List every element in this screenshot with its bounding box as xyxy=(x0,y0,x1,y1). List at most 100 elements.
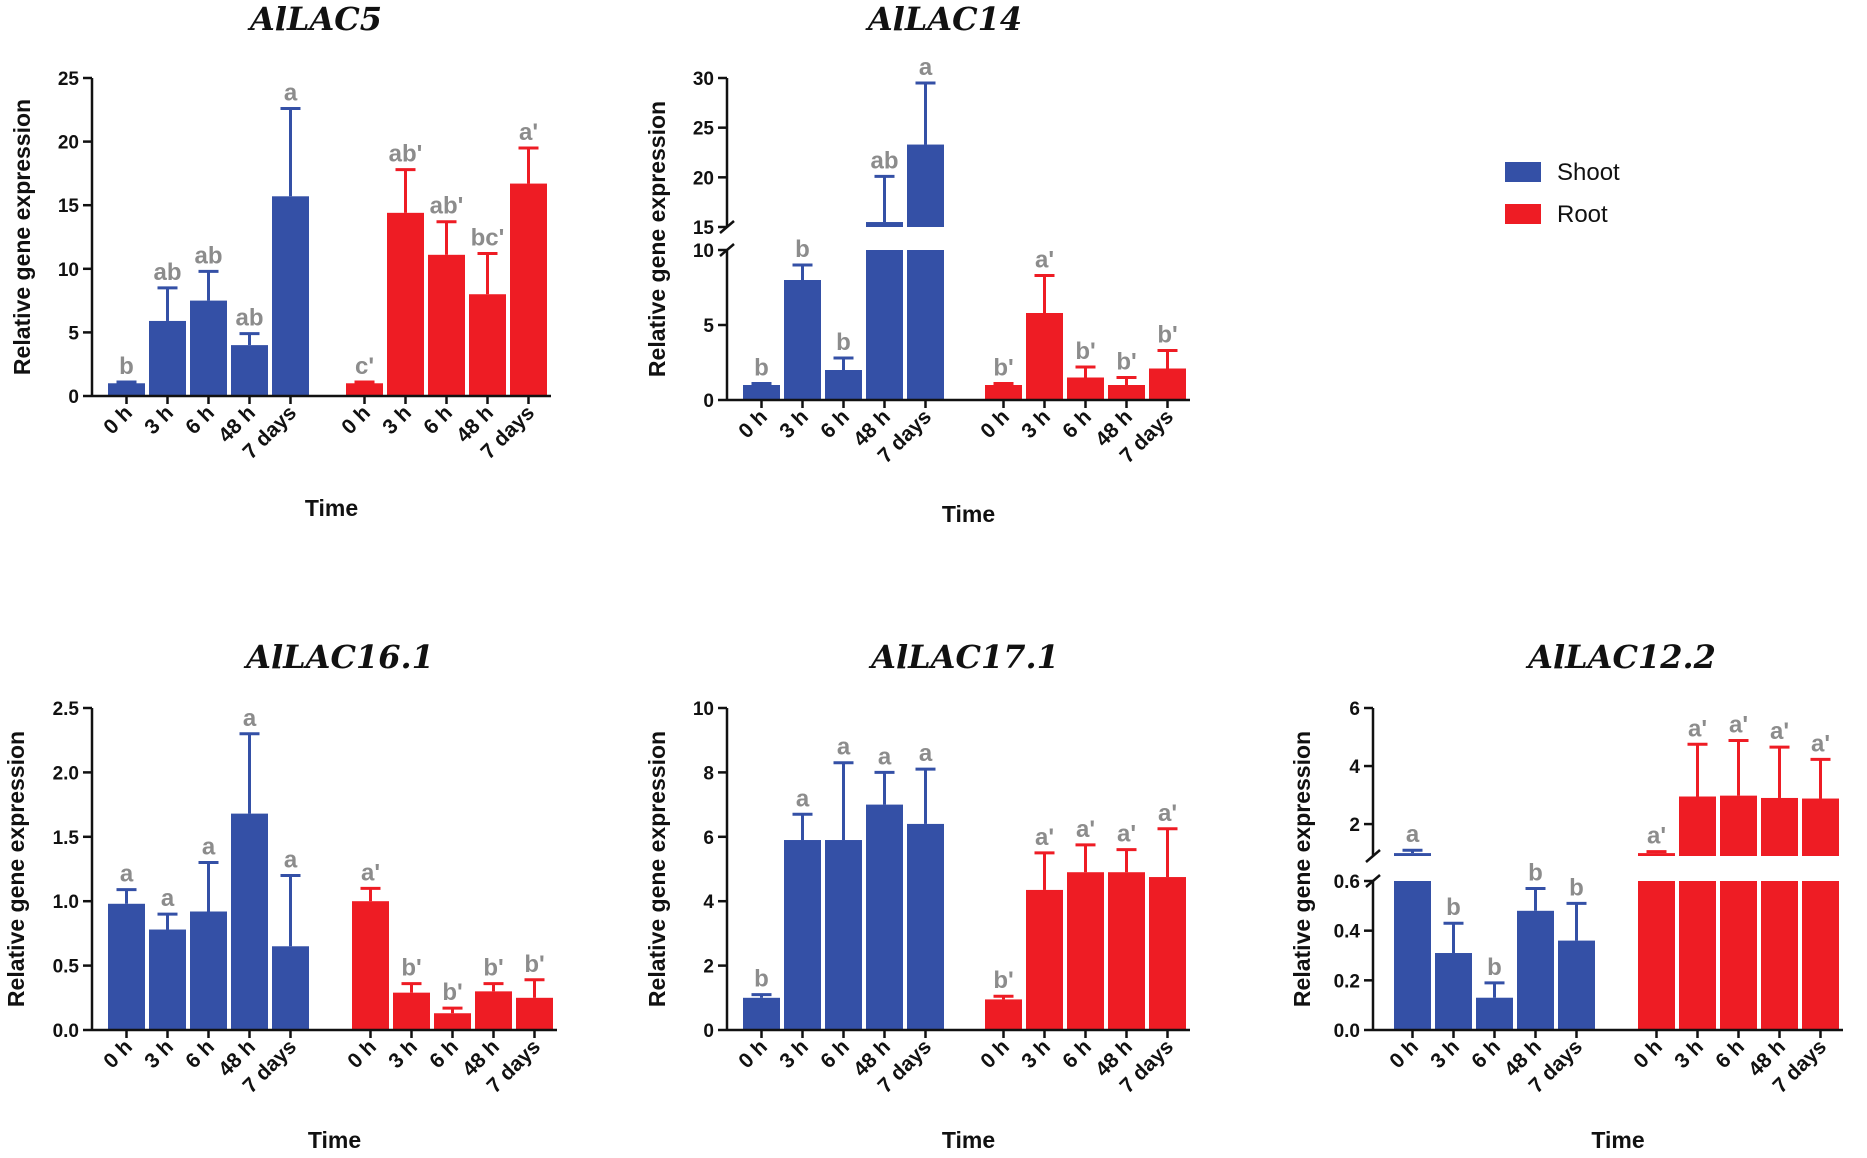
x-tick-label: 3 h xyxy=(775,405,813,443)
significance-letter: b' xyxy=(401,955,421,982)
chart-title: AlLAC12.2 xyxy=(1525,638,1716,676)
significance-letter: a' xyxy=(1647,823,1666,850)
significance-letter: a xyxy=(161,885,175,912)
x-tick-label: 3 h xyxy=(775,1035,813,1073)
x-tick-label: 0 h xyxy=(976,405,1014,443)
significance-letter: a' xyxy=(1729,712,1748,739)
significance-letter: ab' xyxy=(389,141,423,168)
bar-shoot-5 xyxy=(907,823,944,1030)
bar-shoot-4 xyxy=(231,345,268,396)
significance-letter: b xyxy=(795,236,810,263)
bar-root-5 xyxy=(516,997,553,1030)
x-tick-label: 0 h xyxy=(734,405,772,443)
x-tick-label: 0 h xyxy=(99,401,137,439)
x-tick-label: 6 h xyxy=(181,401,219,439)
bar-shoot-2 xyxy=(1435,953,1472,1030)
y-tick-label: 10 xyxy=(58,260,79,281)
significance-letter: a xyxy=(120,861,134,888)
y-tick-label: 1.5 xyxy=(53,828,80,849)
x-tick-label: 3 h xyxy=(1017,1035,1055,1073)
bar-root-4-upper xyxy=(1761,797,1798,856)
bar-shoot-1 xyxy=(1394,881,1431,1030)
bar-root-5 xyxy=(1149,368,1186,400)
legend-label-shoot: Shoot xyxy=(1557,159,1620,186)
x-axis-label: Time xyxy=(942,1127,995,1153)
x-tick-label: 0 h xyxy=(734,1035,772,1073)
bar-root-3-upper xyxy=(1720,795,1757,856)
significance-letter: a xyxy=(837,734,851,761)
y-tick-label: 5 xyxy=(703,316,714,337)
bar-root-2 xyxy=(393,992,430,1030)
x-tick-label: 6 h xyxy=(419,401,457,439)
significance-letter: a' xyxy=(1035,824,1054,851)
significance-letter: a' xyxy=(361,859,380,886)
bar-shoot-4 xyxy=(866,250,903,400)
x-tick-label: 0 h xyxy=(343,1035,381,1073)
y-tick-label: 0.0 xyxy=(1334,1021,1360,1042)
significance-letter: ab xyxy=(194,242,222,269)
significance-letter: bc' xyxy=(471,225,505,252)
significance-letter: a' xyxy=(1035,247,1054,274)
y-tick-label: 15 xyxy=(58,196,80,217)
chart-title: AlLAC16.1 xyxy=(243,638,434,676)
x-tick-label: 3 h xyxy=(384,1035,422,1073)
bar-shoot-5 xyxy=(907,250,944,400)
y-tick-label: 1.0 xyxy=(53,892,79,913)
significance-letter: ab xyxy=(153,259,181,286)
bar-root-4 xyxy=(475,991,512,1030)
bar-shoot-3 xyxy=(1476,997,1513,1030)
x-tick-label: 6 h xyxy=(1058,1035,1096,1073)
chart-title: AlLAC17.1 xyxy=(868,638,1059,676)
x-tick-label: 6 h xyxy=(425,1035,463,1073)
x-tick-label: 3 h xyxy=(140,401,178,439)
significance-letter: a xyxy=(919,54,933,81)
bar-root-4 xyxy=(469,294,506,396)
x-tick-label: 3 h xyxy=(1017,405,1055,443)
significance-letter: a xyxy=(796,785,810,812)
x-tick-label: 0 h xyxy=(1385,1035,1423,1073)
y-tick-label: 2.5 xyxy=(53,699,80,720)
bar-shoot-2 xyxy=(149,929,186,1030)
legend-label-root: Root xyxy=(1557,201,1608,228)
significance-letter: a' xyxy=(519,119,538,146)
legend-swatch-root xyxy=(1505,204,1541,224)
significance-letter: b' xyxy=(993,967,1013,994)
bar-shoot-5 xyxy=(272,196,309,396)
x-axis-label: Time xyxy=(1591,1127,1644,1153)
x-tick-label: 3 h xyxy=(1670,1035,1708,1073)
bar-shoot-3 xyxy=(190,300,227,396)
bar-shoot-1 xyxy=(743,997,780,1030)
significance-letter: b' xyxy=(1116,349,1136,376)
significance-letter: ab' xyxy=(430,193,464,220)
y-axis-label: Relative gene expression xyxy=(9,99,35,375)
bar-root-1 xyxy=(985,385,1022,400)
x-tick-label: 3 h xyxy=(140,1035,178,1073)
x-axis-label: Time xyxy=(942,501,995,527)
bar-shoot-5 xyxy=(272,946,309,1030)
significance-letter: ab xyxy=(870,147,898,174)
chart-title: AlLAC14 xyxy=(865,0,1022,38)
bar-shoot-4 xyxy=(866,804,903,1030)
y-tick-label: 25 xyxy=(693,119,715,140)
significance-letter: b' xyxy=(1157,322,1177,349)
y-tick-label: 30 xyxy=(693,69,714,90)
significance-letter: a' xyxy=(1076,816,1095,843)
x-tick-label: 6 h xyxy=(816,405,854,443)
x-tick-label: 0 h xyxy=(337,401,375,439)
significance-letter: b' xyxy=(1075,338,1095,365)
bar-shoot-4-upper xyxy=(866,222,903,227)
bar-root-5 xyxy=(1802,881,1839,1030)
y-tick-label: 15 xyxy=(693,218,715,239)
y-tick-label: 0 xyxy=(703,391,714,412)
y-tick-label: 0.5 xyxy=(53,957,80,978)
significance-letter: b xyxy=(1487,954,1502,981)
y-tick-label: 0 xyxy=(68,387,79,408)
y-axis-label: Relative gene expression xyxy=(644,101,670,377)
x-axis-label: Time xyxy=(308,1127,361,1153)
significance-letter: b' xyxy=(524,951,544,978)
